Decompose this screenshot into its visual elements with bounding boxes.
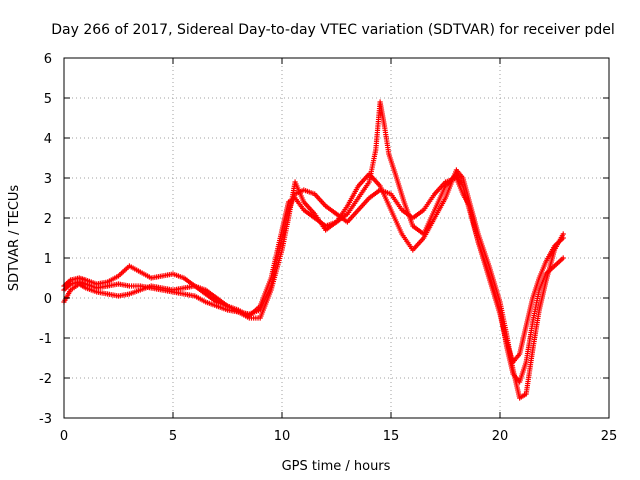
x-tick-label: 20 bbox=[492, 429, 509, 444]
y-tick-label: 0 bbox=[44, 292, 52, 307]
series-track-2 bbox=[61, 167, 566, 401]
x-tick-label: 10 bbox=[274, 429, 291, 444]
y-tick-label: 1 bbox=[44, 252, 52, 267]
data-points-layer bbox=[61, 99, 566, 401]
y-axis-label: SDTVAR / TECUs bbox=[7, 185, 22, 292]
y-tick-label: 5 bbox=[44, 92, 52, 107]
ticks-layer: 0 5 10 15 20 25 -3 -2 -1 0 1 2 3 4 5 6 bbox=[39, 52, 617, 444]
x-tick-label: 0 bbox=[60, 429, 68, 444]
y-tick-label: 4 bbox=[44, 132, 52, 147]
x-axis-label: GPS time / hours bbox=[282, 459, 391, 474]
y-tick-label: 3 bbox=[44, 172, 52, 187]
y-tick-label: 6 bbox=[44, 52, 52, 67]
y-tick-label: -1 bbox=[39, 332, 52, 347]
y-tick-label: -2 bbox=[39, 372, 52, 387]
data-point bbox=[560, 231, 566, 237]
data-point bbox=[560, 255, 566, 261]
x-tick-label: 5 bbox=[169, 429, 177, 444]
x-tick-label: 15 bbox=[383, 429, 400, 444]
series-track-3 bbox=[61, 99, 566, 385]
y-tick-label: 2 bbox=[44, 212, 52, 227]
y-tick-label: -3 bbox=[39, 412, 52, 427]
plot-frame bbox=[63, 57, 610, 419]
chart-title: Day 266 of 2017, Sidereal Day-to-day VTE… bbox=[51, 22, 615, 38]
x-tick-label: 25 bbox=[601, 429, 618, 444]
